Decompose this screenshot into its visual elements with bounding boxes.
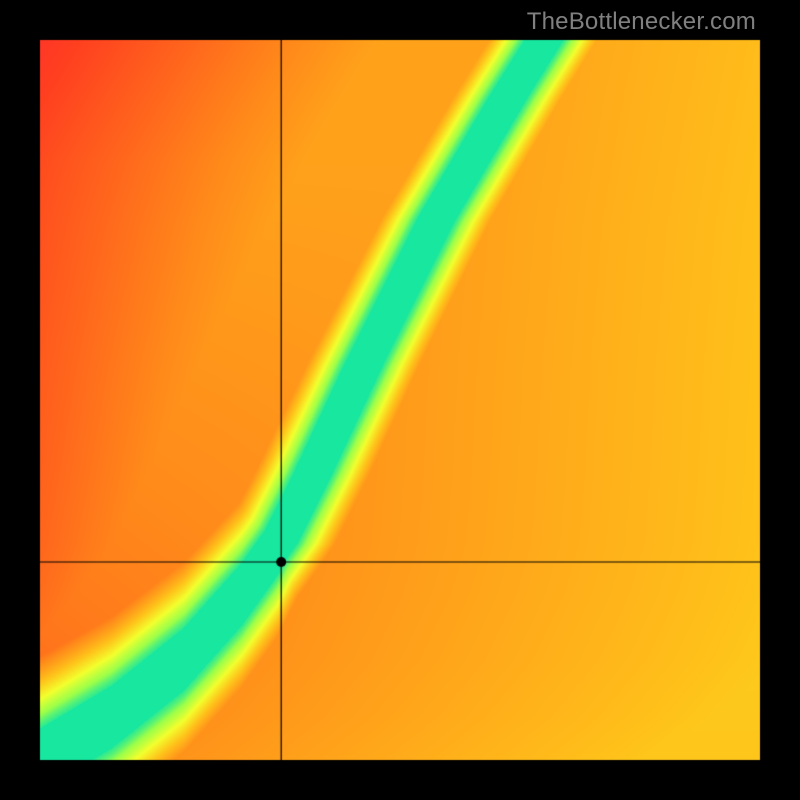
bottleneck-heatmap: [0, 0, 800, 800]
watermark-text: TheBottlenecker.com: [527, 8, 756, 36]
chart-container: TheBottlenecker.com: [0, 0, 800, 800]
